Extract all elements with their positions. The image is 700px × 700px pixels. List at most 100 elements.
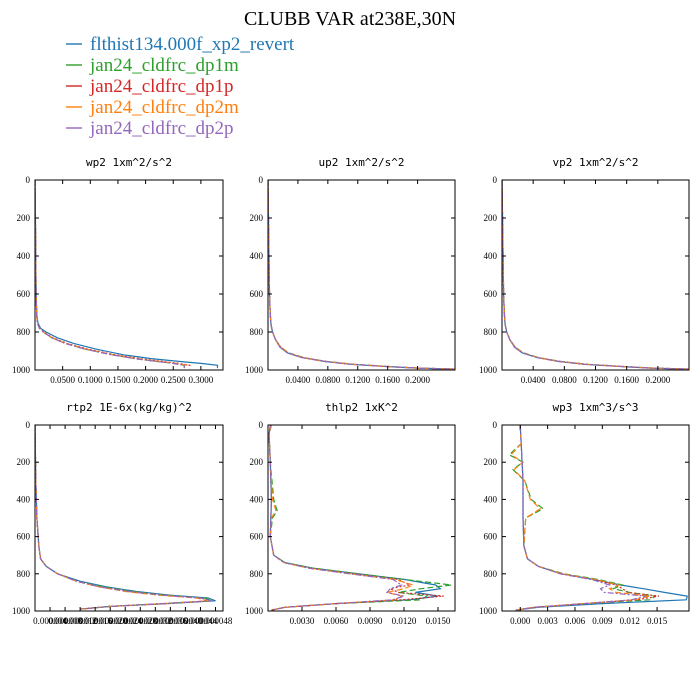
y-tick-label: 600 [17,532,31,542]
x-tick-label: 0.0090 [358,616,383,626]
panel-title: rtp2 1E-6x(kg/kg)^2 [66,401,192,414]
x-tick-label: 0.2000 [405,375,430,385]
x-tick-label: 0.000 [510,616,531,626]
series-line [268,425,415,611]
series-line [268,425,452,611]
y-tick-label: 0 [493,420,498,430]
x-tick-label: 0.000032 [138,616,172,626]
y-tick-label: 200 [250,213,264,223]
series-line [35,425,212,610]
y-tick-label: 0 [493,175,498,185]
x-tick-label: 0.000040 [169,616,203,626]
series-line [515,425,647,611]
legend: flthist134.000f_xp2_revert jan24_cldfrc_d… [66,34,295,139]
y-tick-label: 1000 [479,606,498,616]
series-line [502,180,689,370]
y-tick-label: 0 [26,420,31,430]
y-tick-label: 800 [250,569,264,579]
plot-frame [267,424,456,612]
x-tick-label: 0.1200 [345,375,370,385]
y-tick-label: 200 [484,457,498,467]
series-line [502,180,689,370]
x-tick-label: 0.000012 [63,616,97,626]
chart-panel: thlp2 1xK^2 0 200 400 600 800 1000 0.0030 0.0060… [245,401,456,626]
series-line [502,180,689,370]
x-tick-label: 0.0150 [426,616,451,626]
y-tick-label: 1000 [245,606,264,616]
x-tick-label: 0.003 [537,616,558,626]
x-tick-label: 0.000004 [33,616,67,626]
y-tick-label: 200 [17,457,31,467]
plot-frame [34,179,224,371]
x-tick-label: 0.1200 [583,375,608,385]
series-line [268,180,455,370]
series-line [35,425,212,610]
x-tick-label: 0.000036 [153,616,187,626]
figure-title: CLUBB VAR at238E,30N [244,8,456,30]
panel-title: wp2 1xm^2/s^2 [86,156,172,169]
y-tick-label: 400 [17,251,31,261]
series-line [268,425,442,611]
y-tick-label: 1000 [12,365,31,375]
x-tick-label: 0.0400 [521,375,546,385]
chart-panel: vp2 1xm^2/s^2 0 200 400 600 800 1000 0.0400 0.08… [479,156,690,385]
x-tick-label: 0.0060 [324,616,349,626]
series-line [502,180,689,370]
y-tick-label: 800 [17,327,31,337]
y-tick-label: 1000 [12,606,31,616]
series-line [35,425,209,610]
x-tick-label: 0.1600 [375,375,400,385]
y-tick-label: 600 [484,289,498,299]
series-line [268,425,407,611]
x-tick-label: 0.0030 [290,616,315,626]
panels-grid: wp2 1xm^2/s^2 0 200 400 600 800 1000 0.0500 0.10… [12,156,690,626]
x-tick-label: 0.000028 [123,616,157,626]
plot-frame [501,179,690,371]
legend-entry: flthist134.000f_xp2_revert [90,34,295,55]
panel-title: up2 1xm^2/s^2 [318,156,404,169]
plot-frame [34,424,224,612]
series-line [268,180,455,370]
y-tick-label: 800 [484,327,498,337]
y-tick-label: 0 [259,420,264,430]
y-tick-label: 1000 [245,365,264,375]
panel-title: vp2 1xm^2/s^2 [552,156,638,169]
x-tick-label: 0.1600 [614,375,639,385]
y-tick-label: 400 [484,494,498,504]
x-tick-label: 0.2000 [645,375,670,385]
x-tick-label: 0.2000 [133,375,158,385]
legend-entry: jan24_cldfrc_dp2p [89,118,234,139]
chart-panel: rtp2 1E-6x(kg/kg)^2020040060080010000.00… [12,401,233,626]
x-tick-label: 0.0800 [315,375,340,385]
panel-title: thlp2 1xK^2 [325,401,398,414]
x-tick-label: 0.000008 [48,616,82,626]
y-tick-label: 400 [17,494,31,504]
chart-panel: wp2 1xm^2/s^2 0 200 400 600 800 1000 0.0500 0.10… [12,156,224,385]
y-tick-label: 800 [484,569,498,579]
x-tick-label: 0.0120 [392,616,417,626]
y-tick-label: 600 [250,532,264,542]
series-line [508,425,657,611]
series-line [268,180,455,370]
x-tick-label: 0.2500 [161,375,186,385]
series-line [35,180,185,369]
y-tick-label: 600 [484,532,498,542]
x-tick-label: 0.1000 [78,375,103,385]
y-tick-label: 600 [17,289,31,299]
x-tick-label: 0.000048 [199,616,233,626]
x-tick-label: 0.006 [565,616,586,626]
panel-title: wp3 1xm^3/s^3 [552,401,638,414]
y-tick-label: 400 [250,251,264,261]
y-tick-label: 600 [250,289,264,299]
plot-frame [501,424,690,612]
x-tick-label: 0.0800 [552,375,577,385]
series-line [515,425,659,611]
series-line [35,425,212,610]
y-tick-label: 200 [17,213,31,223]
x-tick-label: 0.000020 [93,616,127,626]
series-line [268,180,455,370]
y-tick-label: 0 [259,175,264,185]
x-tick-label: 0.000024 [108,616,142,626]
x-tick-label: 0.3000 [189,375,214,385]
